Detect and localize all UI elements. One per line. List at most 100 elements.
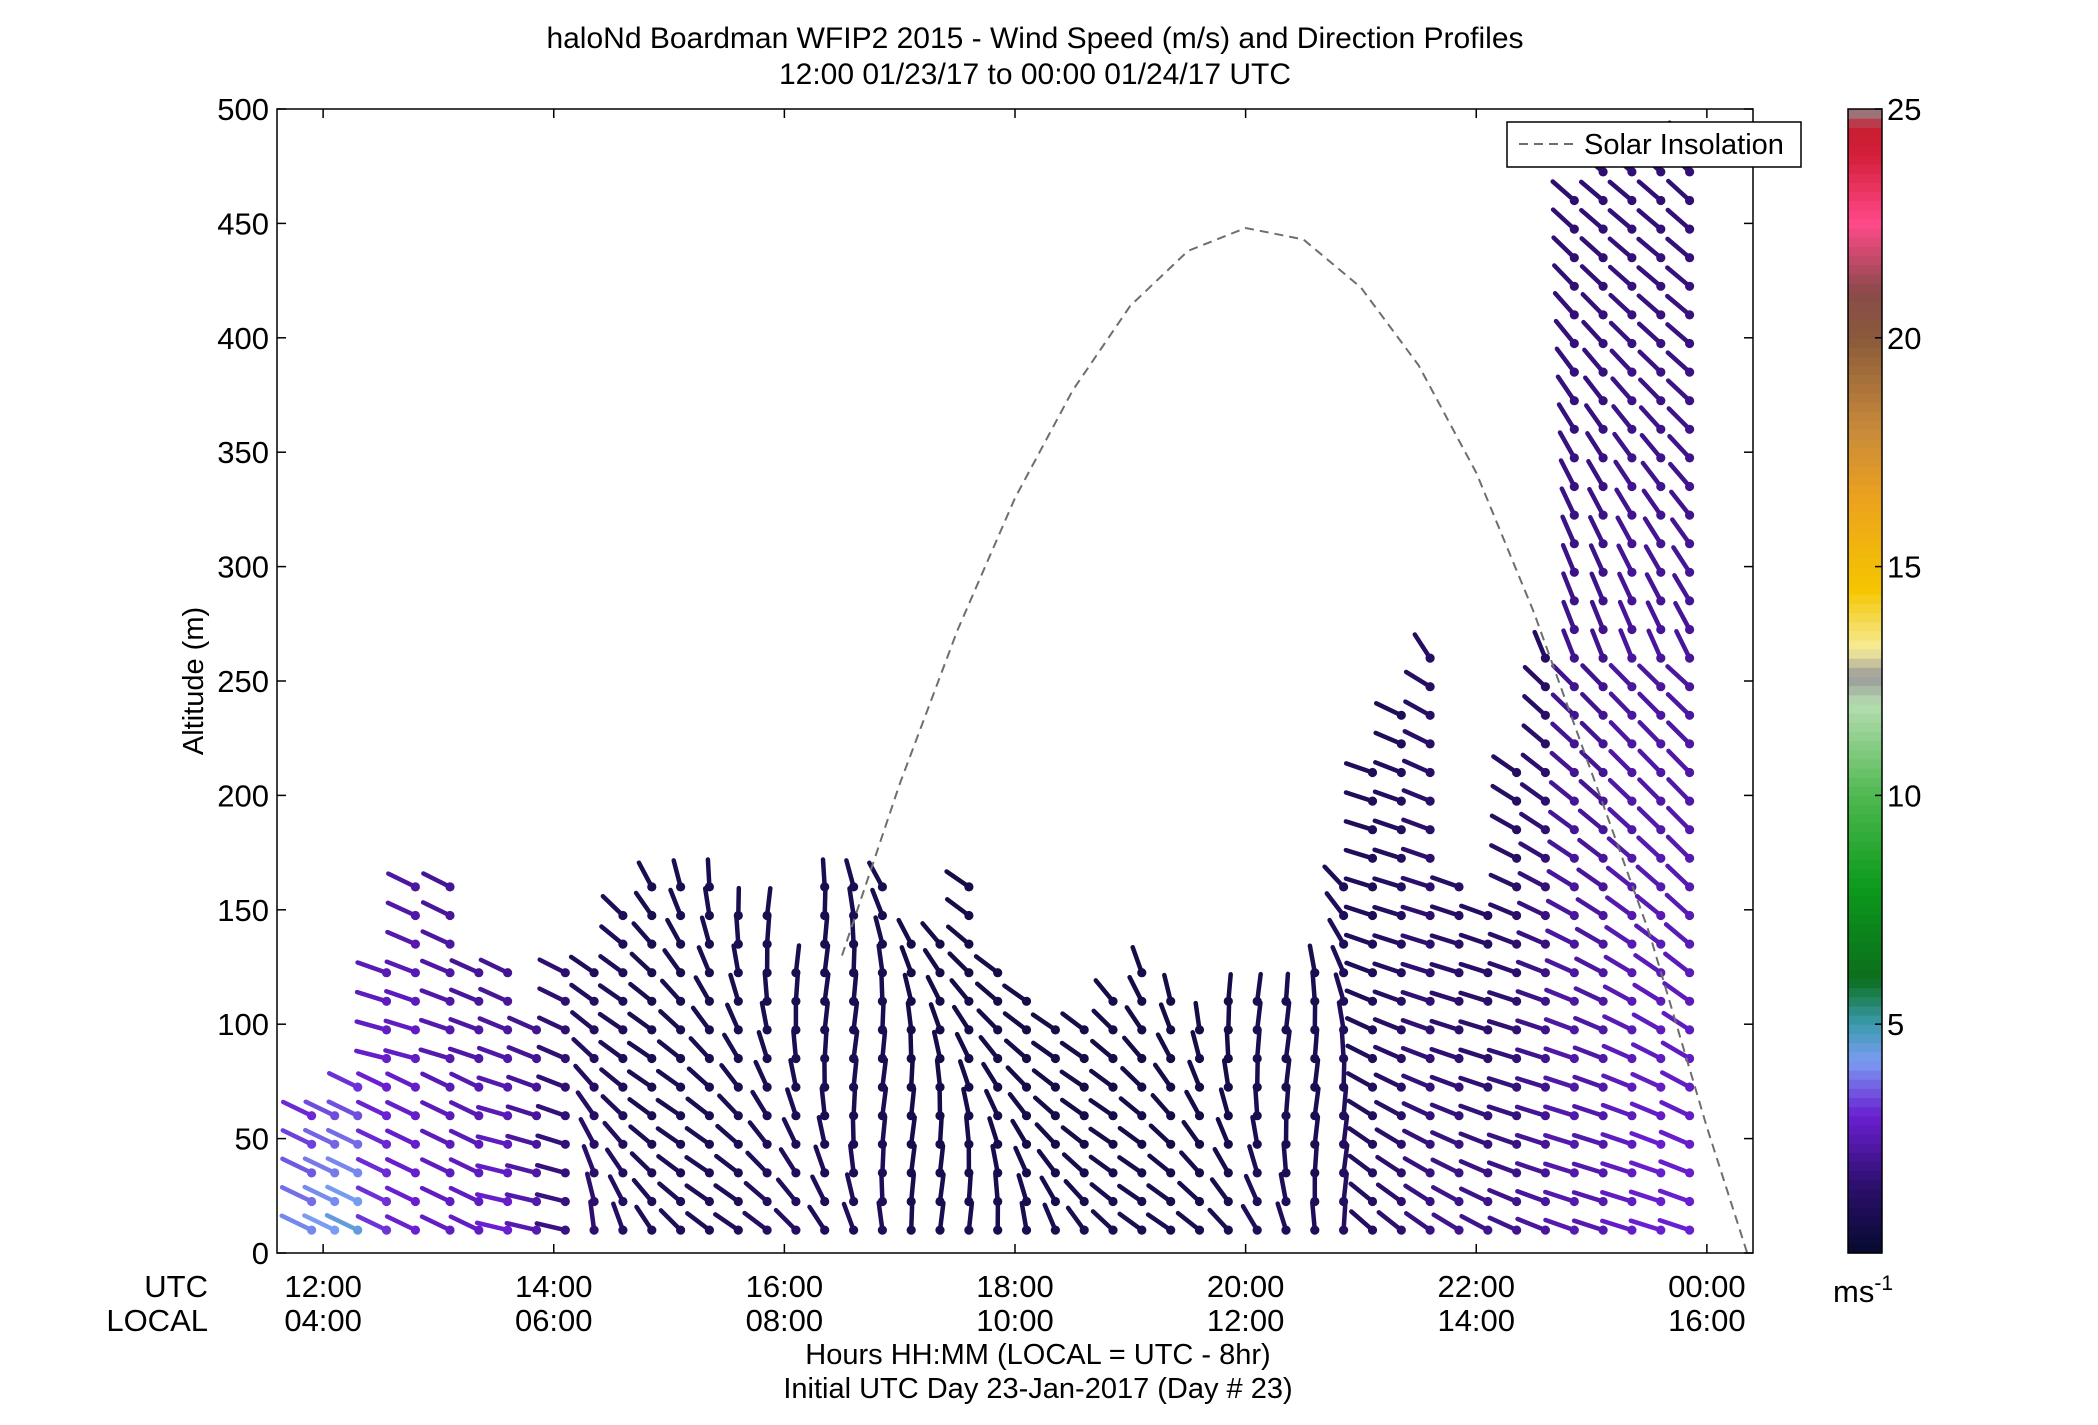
wind-barb [597, 983, 626, 1004]
colorbar-segment [1848, 795, 1882, 806]
colorbar-segment [1848, 1152, 1882, 1163]
wind-barb-dot [1569, 310, 1579, 320]
wind-barb-dot [1685, 939, 1695, 949]
wind-barb [1602, 1014, 1635, 1033]
wind-barb-dot [1310, 1168, 1320, 1178]
wind-barb-dot [1627, 796, 1637, 806]
wind-barb-dot [1685, 253, 1695, 263]
wind-barb-dot [1367, 1225, 1378, 1235]
y-tick-label: 300 [217, 550, 269, 585]
colorbar-segment [1848, 896, 1882, 906]
wind-barb [447, 1046, 482, 1061]
wind-barb-dot [849, 910, 859, 921]
wind-barb-dot [1569, 1139, 1579, 1149]
wind-barb-dot [647, 996, 657, 1006]
wind-barb-dot [1598, 1025, 1608, 1035]
colorbar-segment [1848, 694, 1882, 705]
wind-barb-dot [1656, 195, 1666, 206]
wind-barb [385, 900, 418, 918]
wind-barb [1637, 349, 1664, 375]
colorbar-segment [1848, 1106, 1882, 1117]
wind-barb-dot [1656, 481, 1666, 492]
wind-barb-dot [1425, 796, 1435, 806]
wind-barb [1600, 1102, 1635, 1118]
wind-barb [1341, 1142, 1350, 1176]
wind-barb [598, 1039, 626, 1061]
wind-barb [611, 1201, 626, 1233]
wind-barb-dot [1627, 224, 1637, 234]
wind-barb [1615, 515, 1635, 546]
wind-barb [1628, 1218, 1664, 1233]
colorbar-segment [1848, 548, 1882, 559]
wind-barb-dot [1108, 1111, 1118, 1121]
wind-barb [1372, 1017, 1404, 1033]
colorbar-unit-exponent: -1 [1874, 1272, 1893, 1295]
wind-barb-dot [1454, 1225, 1464, 1235]
colorbar-segment [1848, 1115, 1882, 1126]
wind-barb-dot [503, 1139, 513, 1149]
wind-barb-dot [1425, 767, 1435, 778]
wind-barb [1545, 928, 1577, 947]
utc-row-label: UTC [144, 1269, 208, 1304]
wind-barb-dot [1223, 1168, 1233, 1178]
wind-barb-dot [1627, 195, 1637, 206]
wind-barb [1344, 1016, 1375, 1033]
colorbar-segment [1848, 1005, 1882, 1016]
wind-barb-dot [993, 968, 1003, 978]
wind-barb-dot [1685, 853, 1695, 863]
wind-barb [773, 1207, 799, 1233]
wind-barb-dot [1656, 253, 1666, 263]
colorbar-segment [1848, 328, 1882, 339]
wind-barb-dot [1079, 1168, 1089, 1178]
wind-barb [1550, 721, 1577, 747]
wind-barb [474, 1192, 510, 1204]
wind-barb-dot [1598, 710, 1608, 720]
wind-barb-dot [1685, 195, 1695, 206]
wind-barb-dot [1252, 1168, 1262, 1178]
wind-barb [504, 1163, 539, 1176]
colorbar-segment [1848, 777, 1882, 787]
colorbar-segment [1848, 749, 1882, 760]
wind-barb-dot [1483, 1225, 1493, 1235]
wind-barb-dot [1396, 996, 1406, 1006]
wind-barb-dot [503, 1111, 513, 1121]
wind-barb-dot [762, 1225, 772, 1235]
wind-barb [1636, 321, 1664, 346]
wind-barb-dot [704, 968, 715, 978]
colorbar-segment [1848, 1033, 1882, 1044]
wind-barb [1613, 459, 1635, 489]
colorbar-segment [1848, 676, 1882, 687]
wind-barb [1429, 1074, 1462, 1090]
wind-barb [880, 1114, 888, 1147]
wind-barb [568, 954, 597, 975]
wind-barb-dot [560, 1082, 570, 1092]
wind-barb-dot [993, 1111, 1003, 1121]
colorbar-segment [1848, 401, 1882, 412]
wind-barb-dot [762, 968, 772, 978]
wind-barb [1343, 761, 1375, 775]
wind-barb [713, 1212, 741, 1233]
wind-barb-dot [935, 939, 945, 949]
solar-insolation-curve [841, 226, 1749, 1254]
wind-barb [1630, 1071, 1664, 1090]
wind-barb-dot [704, 939, 715, 949]
wind-barb [1343, 847, 1375, 861]
wind-barb-dot [1281, 1025, 1291, 1035]
wind-barb-dot [1685, 682, 1695, 692]
wind-barb [478, 957, 510, 975]
wind-barb-dot [877, 1053, 888, 1064]
wind-barb [303, 1099, 337, 1118]
wind-barb-dot [1685, 653, 1695, 663]
wind-barb [1458, 1103, 1491, 1118]
wind-barb-dot [1166, 1225, 1176, 1235]
wind-barb [1557, 430, 1577, 461]
wind-barb-dot [791, 1225, 801, 1235]
wind-barb [384, 1214, 418, 1233]
y-tick-label: 200 [217, 778, 269, 813]
wind-barb-dot [1367, 939, 1378, 949]
wind-barb-dot [1598, 195, 1608, 206]
wind-barb-dot [474, 1225, 484, 1235]
wind-barb-dot [791, 1111, 801, 1121]
wind-barb-dot [1339, 1168, 1349, 1178]
